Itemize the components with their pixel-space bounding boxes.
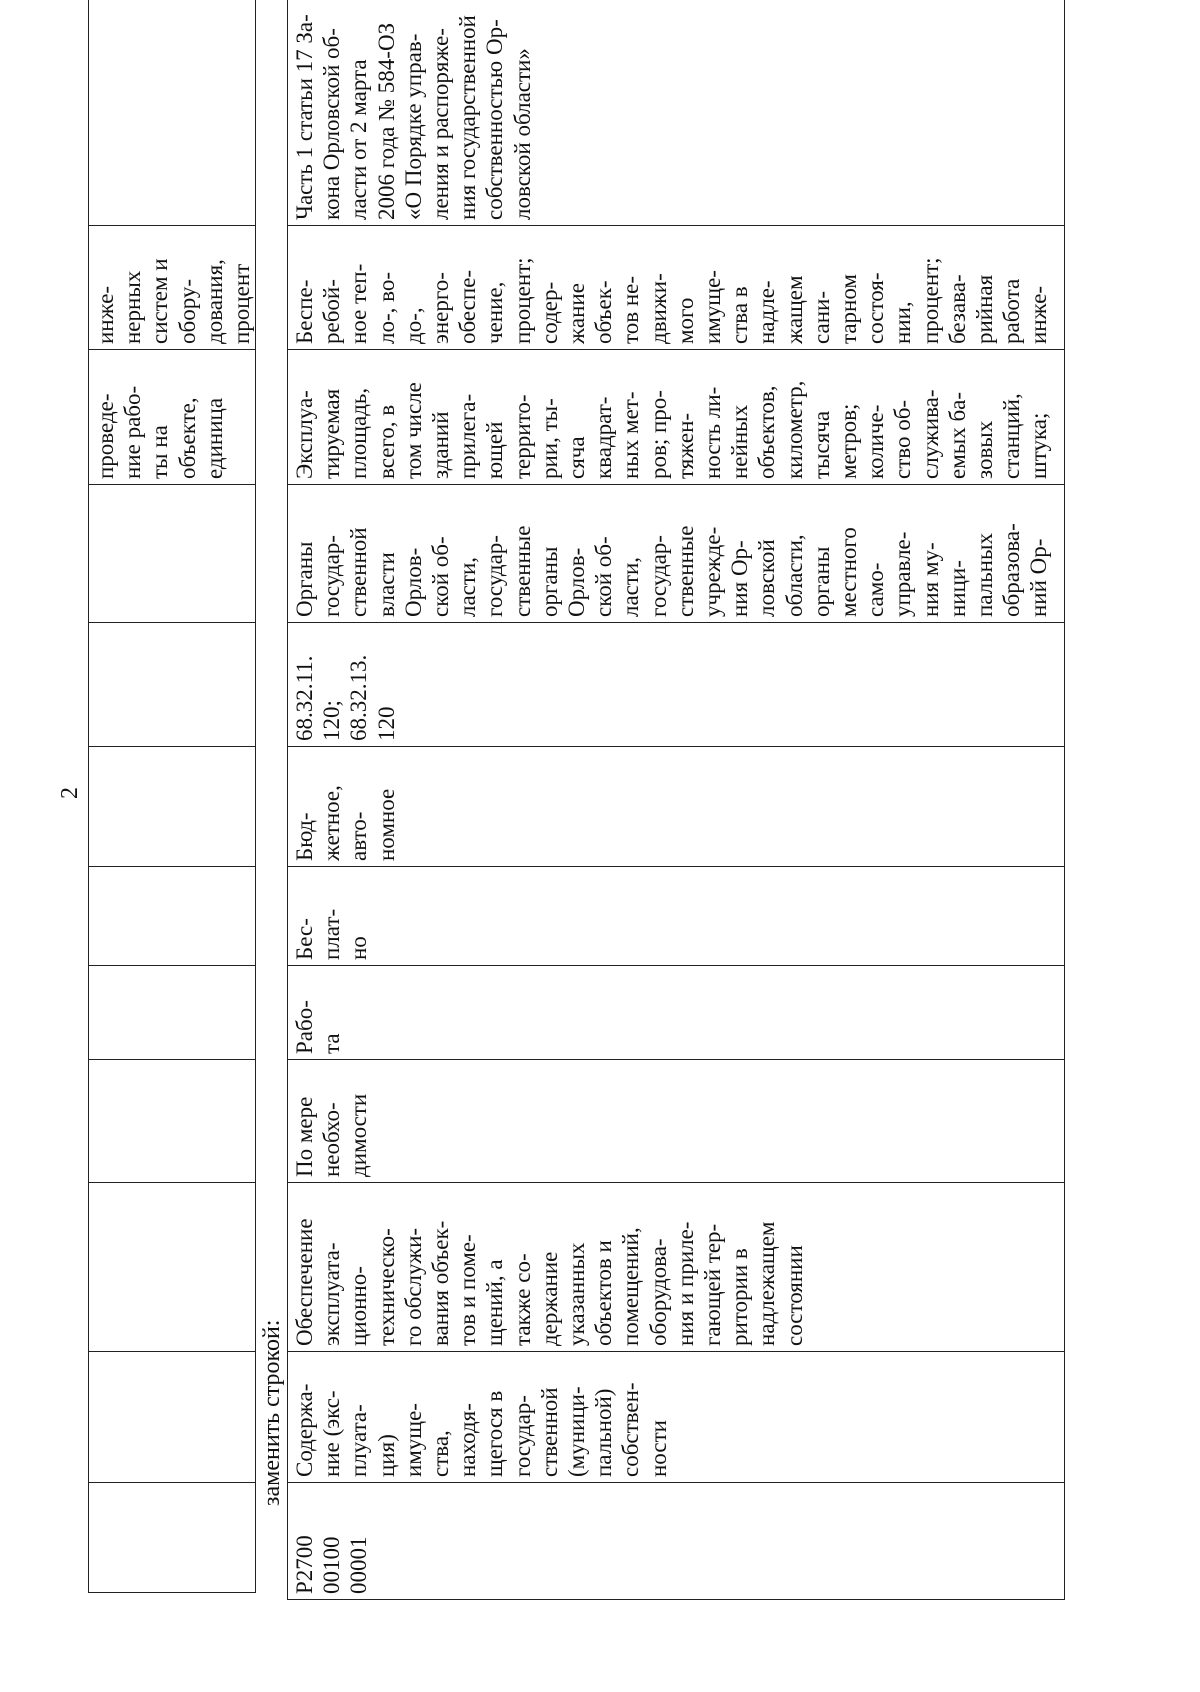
cell-payment xyxy=(88,866,256,966)
cell-frequency xyxy=(88,1059,256,1183)
cell-institution-type xyxy=(88,746,256,867)
cell-volume-indicator: Эксплуа- тируемая площадь, всего, в том … xyxy=(287,349,1065,485)
previous-table-row: проведе- ние рабо- ты на объекте, единиц… xyxy=(88,0,256,1593)
cell-okved xyxy=(88,622,256,747)
cell-content xyxy=(88,1182,256,1352)
page-number: 2 xyxy=(57,787,83,799)
cell-consumers xyxy=(88,484,256,623)
cell-okved: 68.32.11. 120; 68.32.13. 120 xyxy=(287,622,1065,747)
table-row: проведе- ние рабо- ты на объекте, единиц… xyxy=(88,0,256,1593)
cell-frequency: По мере необхо- димости xyxy=(287,1059,1065,1183)
replacement-table-row: P2700 00100 00001 Содержа- ние (экс- плуа… xyxy=(287,0,1065,1600)
cell-type: Рабо- та xyxy=(287,965,1065,1060)
cell-legal-basis: Часть 1 статьи 17 За- кона Орловской об-… xyxy=(287,0,1065,226)
cell-payment: Бес- плат- но xyxy=(287,866,1065,966)
cell-service-name xyxy=(88,1351,256,1483)
cell-quality-indicator: инже- нерных систем и обору- дования, пр… xyxy=(88,225,256,350)
table-row: P2700 00100 00001 Содержа- ние (экс- плуа… xyxy=(287,0,1065,1600)
cell-service-name: Содержа- ние (экс- плуата- ция) имуще- с… xyxy=(287,1351,1065,1483)
cell-quality-indicator: Беспе- ребой- ное теп- ло-, во- до-, эне… xyxy=(287,225,1065,350)
cell-type xyxy=(88,965,256,1060)
cell-consumers: Органы государ- ственной власти Орлов- с… xyxy=(287,484,1065,623)
cell-content: Обеспечение эксплуата- ционно- техническ… xyxy=(287,1182,1065,1352)
replace-with-row-label: заменить строкой: xyxy=(259,1319,285,1506)
cell-code: P2700 00100 00001 xyxy=(287,1482,1065,1600)
cell-legal-basis xyxy=(88,0,256,226)
cell-volume-indicator: проведе- ние рабо- ты на объекте, единиц… xyxy=(88,349,256,485)
cell-institution-type: Бюд- жетное, авто- номное xyxy=(287,746,1065,867)
cell-code xyxy=(88,1482,256,1593)
